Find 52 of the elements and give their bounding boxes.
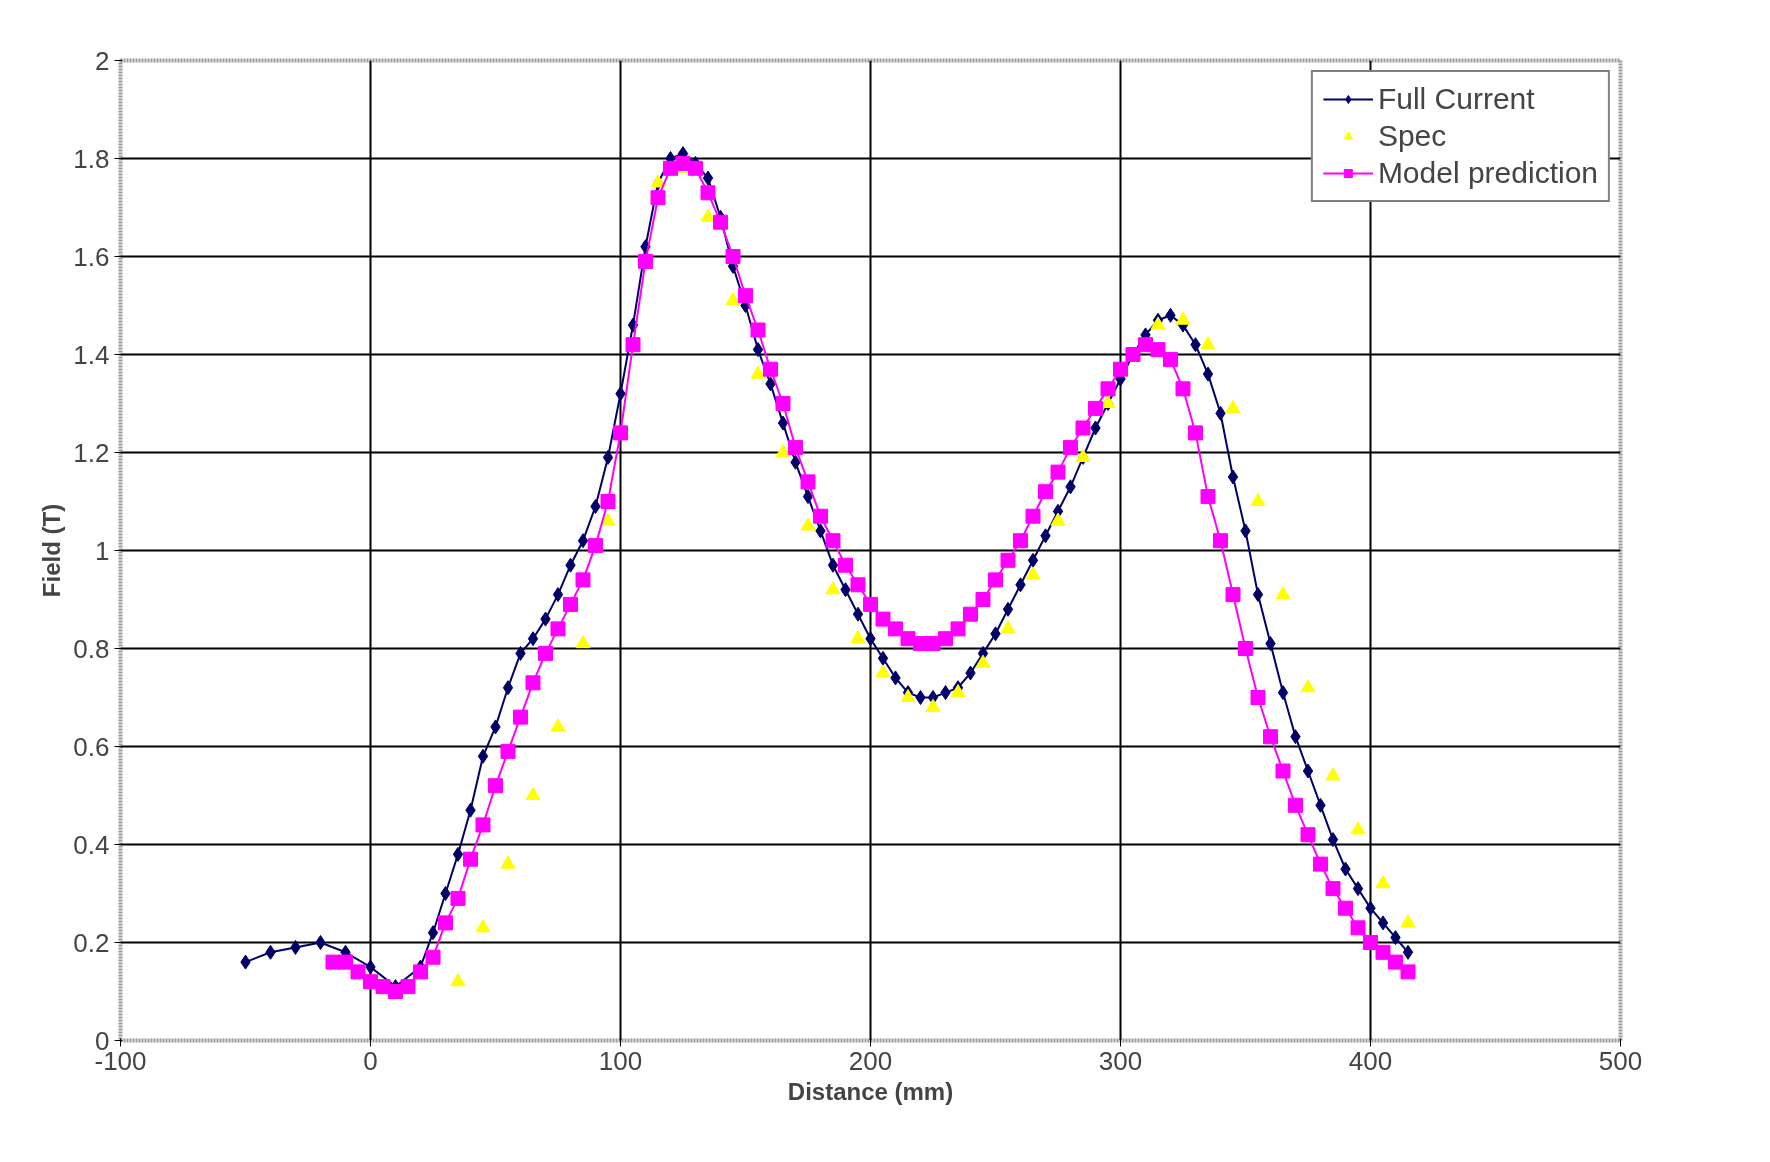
y-tick-label: 0.2 xyxy=(73,927,110,958)
point xyxy=(1250,492,1266,507)
point xyxy=(875,664,891,678)
y-tick-label: 1 xyxy=(95,535,110,566)
point xyxy=(850,630,866,644)
point xyxy=(575,635,591,649)
y-tick-label: 0.8 xyxy=(73,633,110,664)
point xyxy=(550,718,566,732)
x-tick-label: 100 xyxy=(598,1045,643,1076)
legend-label: Model prediction xyxy=(1377,156,1598,190)
point xyxy=(1050,512,1066,526)
point xyxy=(825,581,841,595)
point xyxy=(600,512,616,526)
y-tick-label: 0.6 xyxy=(73,731,110,762)
y-tick-label: 1.6 xyxy=(73,241,110,272)
point xyxy=(475,919,491,933)
point xyxy=(1150,316,1166,330)
legend-label: Full Current xyxy=(1377,82,1535,116)
point xyxy=(1300,679,1316,693)
y-tick-label: 2 xyxy=(95,45,110,76)
y-tick-label: 1.2 xyxy=(73,437,110,468)
point xyxy=(1350,821,1366,835)
point xyxy=(950,684,966,698)
point xyxy=(1200,336,1216,350)
x-tick-label: 400 xyxy=(1348,1045,1393,1076)
y-axis-title: Field (T) xyxy=(38,503,66,598)
point xyxy=(1000,620,1016,634)
point xyxy=(800,517,816,531)
y-tick-label: 1.4 xyxy=(73,339,110,370)
x-tick-label: 0 xyxy=(363,1045,378,1076)
point xyxy=(750,365,766,379)
point xyxy=(775,443,791,458)
point xyxy=(500,855,516,869)
x-tick-label: 200 xyxy=(848,1045,893,1076)
legend-label: Spec xyxy=(1377,119,1447,153)
point xyxy=(1025,566,1041,580)
point xyxy=(1175,311,1191,325)
point xyxy=(1375,875,1391,889)
point xyxy=(450,973,466,987)
point xyxy=(1325,767,1341,781)
x-tick-label: 500 xyxy=(1598,1045,1643,1076)
point xyxy=(725,292,741,306)
y-tick-label: 0.4 xyxy=(73,829,110,860)
x-tick-label: 300 xyxy=(1098,1045,1143,1076)
y-tick-label: 1.8 xyxy=(73,143,110,174)
point xyxy=(1275,586,1291,600)
point xyxy=(525,786,541,801)
x-axis-title: Distance (mm) xyxy=(787,1077,954,1105)
point xyxy=(925,698,941,712)
point xyxy=(975,654,991,668)
point xyxy=(1225,399,1241,413)
point xyxy=(1400,914,1416,928)
